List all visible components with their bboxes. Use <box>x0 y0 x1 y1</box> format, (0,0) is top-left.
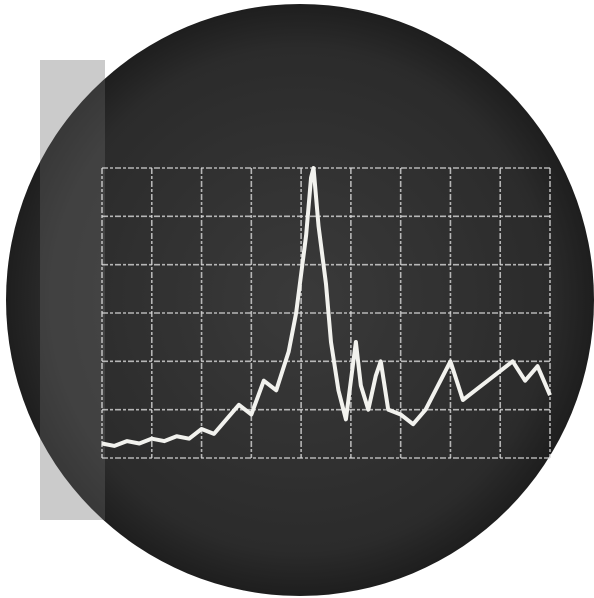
glare <box>40 60 105 520</box>
scope-photo <box>0 0 594 598</box>
page: {"chart_data": {"type": "line", "x": [0,… <box>0 0 594 598</box>
